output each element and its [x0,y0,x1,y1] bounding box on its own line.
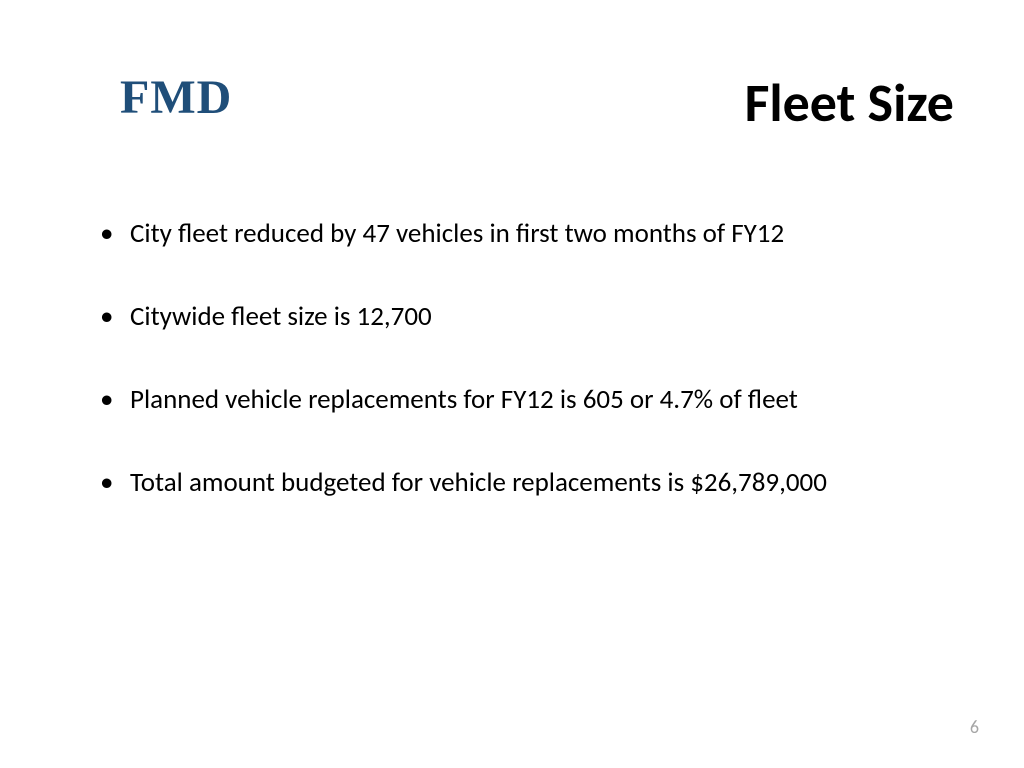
slide-header: FMD Fleet Size [0,0,1024,136]
logo-text: FMD [120,70,232,125]
slide-title: Fleet Size [745,70,954,136]
slide-content: City fleet reduced by 47 vehicles in fir… [0,136,1024,500]
bullet-item: Total amount budgeted for vehicle replac… [100,465,964,500]
bullet-item: Planned vehicle replacements for FY12 is… [100,382,964,417]
bullet-item: City fleet reduced by 47 vehicles in fir… [100,216,964,251]
page-number: 6 [970,716,979,738]
bullet-list: City fleet reduced by 47 vehicles in fir… [100,216,964,500]
bullet-item: Citywide fleet size is 12,700 [100,299,964,334]
